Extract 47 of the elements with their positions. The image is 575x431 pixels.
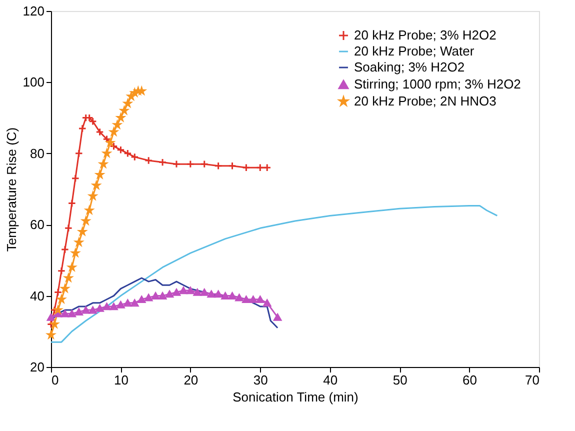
point	[71, 174, 80, 182]
point	[96, 128, 104, 136]
y-tick-label: 20	[30, 360, 44, 374]
x-tick-label: 50	[392, 372, 408, 388]
y-tick-label: 80	[30, 146, 44, 161]
point	[242, 164, 250, 172]
point	[88, 117, 97, 126]
point	[214, 162, 222, 170]
point	[74, 149, 83, 158]
point	[64, 224, 73, 232]
x-tick-label: 30	[253, 372, 268, 388]
point	[124, 149, 132, 158]
x-tick-label: 20	[184, 372, 198, 388]
point	[116, 146, 125, 154]
legend-label: Soaking; 3% H2O2	[354, 60, 465, 74]
point	[68, 199, 76, 208]
x-tick-label: 70	[525, 372, 540, 388]
point	[186, 160, 195, 168]
point	[78, 124, 86, 133]
point	[200, 160, 208, 168]
legend-label: Stirring; 1000 rpm; 3% H2O2	[354, 76, 521, 92]
x-tick-label: 40	[323, 372, 338, 388]
point	[110, 142, 118, 150]
y-axis-title: Temperature Rise (C)	[4, 127, 19, 252]
x-tick-label: 60	[462, 372, 478, 388]
legend-label: 20 kHz Probe; 3% H2O2	[354, 28, 496, 42]
y-tick-label: 60	[30, 217, 44, 232]
y-tick-label: 40	[30, 288, 44, 304]
point	[130, 152, 139, 162]
legend-label: 20 kHz Probe; 2N HNO3	[354, 94, 496, 108]
point	[228, 162, 236, 170]
point	[144, 156, 153, 165]
point	[172, 160, 181, 168]
x-axis-title: Sonication Time (min)	[232, 390, 358, 404]
line-series	[50, 204, 498, 343]
point	[256, 164, 264, 172]
point	[60, 245, 70, 254]
point	[54, 288, 62, 296]
legend-label: 20 kHz Probe; Water	[354, 44, 475, 58]
y-tick-label: 100	[22, 74, 44, 90]
point	[158, 158, 167, 166]
point	[50, 306, 59, 314]
point	[102, 135, 111, 144]
x-tick-label: 0	[52, 372, 59, 388]
y-tick-label: 120	[22, 4, 44, 18]
point	[57, 266, 66, 275]
x-tick-label: 10	[114, 372, 128, 388]
